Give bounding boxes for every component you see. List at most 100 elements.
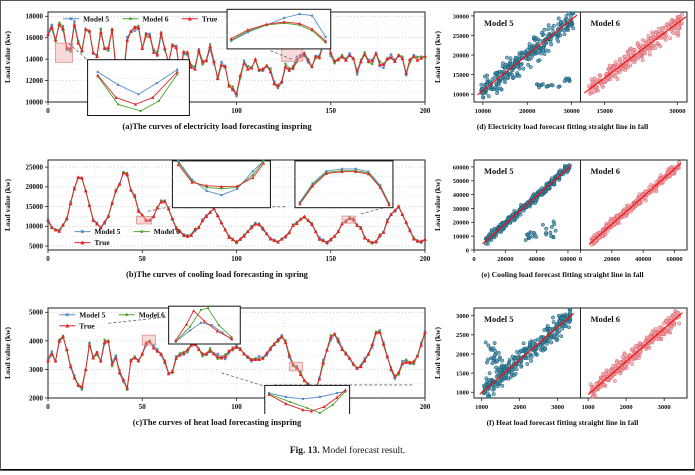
chart-e: 0 10000 20000 30000 40000 50000 60000 Load valu… <box>432 154 693 266</box>
svg-text:15000: 15000 <box>453 72 469 79</box>
svg-text:25000: 25000 <box>453 33 469 40</box>
svg-text:Model 6: Model 6 <box>142 14 168 23</box>
chart-c-caption: (c)The curves of heat load forecasting i… <box>132 417 302 427</box>
svg-text:Model 6: Model 6 <box>154 227 180 236</box>
svg-text:60000: 60000 <box>666 256 682 263</box>
svg-text:40000: 40000 <box>635 256 651 263</box>
svg-text:1000: 1000 <box>475 404 488 411</box>
bottom-rule <box>0 469 695 471</box>
svg-text:1000: 1000 <box>582 404 595 411</box>
svg-text:18000: 18000 <box>26 13 44 21</box>
svg-text:Model 5: Model 5 <box>79 310 105 319</box>
chart-b: 0 50 100 150 200 5000 10000 15000 20000 25000 Load… <box>2 154 432 266</box>
chart-a: 0501001502001000012000140001600018000Loa… <box>2 6 432 118</box>
svg-text:60000: 60000 <box>453 164 469 171</box>
svg-text:200: 200 <box>420 403 431 411</box>
svg-text:50: 50 <box>139 255 147 263</box>
chart-d: 10000 15000 20000 25000 30000 Load value (kw)… <box>432 6 693 118</box>
svg-text:10000: 10000 <box>26 223 44 231</box>
svg-text:10000: 10000 <box>453 92 469 99</box>
svg-text:Model 5: Model 5 <box>484 166 514 176</box>
svg-text:200: 200 <box>420 107 431 115</box>
svg-text:True: True <box>79 321 95 330</box>
svg-text:3000: 3000 <box>658 404 671 411</box>
svg-text:Model 5: Model 5 <box>484 314 514 324</box>
chart-f: 1000 1500 2000 2500 3000 Load value (kw) 1000 2… <box>432 302 693 414</box>
chart-a-caption: (a)The curves of electricity load foreca… <box>122 121 312 131</box>
chart-a-canvas: 0501001502001000012000140001600018000Loa… <box>2 6 432 118</box>
svg-text:5000: 5000 <box>29 242 44 250</box>
svg-text:30000: 30000 <box>669 108 685 115</box>
chart-d-caption: (d) Electricity load forecast fitting st… <box>476 122 649 131</box>
svg-text:20000: 20000 <box>453 220 469 227</box>
svg-text:Load value (kw): Load value (kw) <box>433 30 442 83</box>
figure-caption: Fig. 13. Model forecast result. <box>0 446 695 456</box>
svg-text:30000: 30000 <box>453 206 469 213</box>
svg-text:Model 5: Model 5 <box>83 14 109 23</box>
svg-text:10000: 10000 <box>453 234 469 241</box>
svg-text:100: 100 <box>231 107 242 115</box>
svg-text:Load value (kw): Load value (kw) <box>3 178 12 231</box>
svg-text:Model 5: Model 5 <box>484 18 514 28</box>
svg-text:20000: 20000 <box>519 108 535 115</box>
svg-text:200: 200 <box>420 255 431 263</box>
svg-text:150: 150 <box>326 255 337 263</box>
svg-text:5000: 5000 <box>29 309 44 317</box>
svg-text:2000: 2000 <box>620 404 633 411</box>
svg-text:Load value (kw): Load value (kw) <box>433 178 442 231</box>
chart-b-caption: (b)The curves of cooling load forecastin… <box>126 269 308 279</box>
svg-text:14000: 14000 <box>26 56 44 64</box>
svg-text:15000: 15000 <box>26 203 44 211</box>
svg-text:3000: 3000 <box>551 404 564 411</box>
svg-text:50000: 50000 <box>453 178 469 185</box>
svg-text:15000: 15000 <box>597 108 613 115</box>
svg-text:30000: 30000 <box>564 108 580 115</box>
svg-text:3000: 3000 <box>456 313 469 320</box>
svg-text:10000: 10000 <box>26 98 44 106</box>
svg-text:40000: 40000 <box>529 256 545 263</box>
svg-text:0: 0 <box>466 247 469 254</box>
svg-text:30000: 30000 <box>453 13 469 20</box>
figure-caption-text: Model forecast result. <box>322 446 406 456</box>
svg-text:0: 0 <box>46 107 50 115</box>
svg-text:Model 6: Model 6 <box>591 314 621 324</box>
svg-text:True: True <box>94 238 110 247</box>
svg-text:0: 0 <box>46 255 50 263</box>
svg-text:Load value (kw): Load value (kw) <box>433 326 442 379</box>
figure-caption-label: Fig. 13. <box>289 446 320 456</box>
chart-e-canvas: 0 10000 20000 30000 40000 50000 60000 Load valu… <box>432 154 693 266</box>
svg-text:1000: 1000 <box>456 390 469 397</box>
svg-text:0: 0 <box>472 256 475 263</box>
chart-f-canvas: 1000 1500 2000 2500 3000 Load value (kw) 1000 2… <box>432 302 693 414</box>
svg-text:0: 0 <box>46 403 50 411</box>
svg-text:60000: 60000 <box>560 256 576 263</box>
svg-text:12000: 12000 <box>26 77 44 85</box>
svg-text:2000: 2000 <box>456 351 469 358</box>
svg-text:10000: 10000 <box>475 108 491 115</box>
svg-text:True: True <box>202 14 218 23</box>
svg-text:16000: 16000 <box>26 34 44 42</box>
svg-text:20000: 20000 <box>26 183 44 191</box>
svg-text:150: 150 <box>326 107 337 115</box>
chart-f-caption: (f) Heat load forecast fitting straight … <box>486 418 639 427</box>
svg-text:Model 6: Model 6 <box>591 166 621 176</box>
chart-b-canvas: 0 50 100 150 200 5000 10000 15000 20000 25000 Load… <box>2 154 432 266</box>
svg-text:Model 6: Model 6 <box>139 310 165 319</box>
chart-d-canvas: 10000 15000 20000 25000 30000 Load value (kw)… <box>432 6 693 118</box>
chart-e-caption: (e) Cooling load forecast fitting straig… <box>481 270 644 279</box>
svg-text:2500: 2500 <box>456 332 469 339</box>
svg-text:0: 0 <box>579 256 582 263</box>
svg-text:20000: 20000 <box>453 52 469 59</box>
svg-text:2000: 2000 <box>29 394 44 402</box>
svg-text:1500: 1500 <box>456 371 469 378</box>
chart-c: 0501001502002000300040005000Load value (… <box>2 302 432 414</box>
svg-text:100: 100 <box>231 255 242 263</box>
svg-text:Model 6: Model 6 <box>591 18 621 28</box>
svg-text:20000: 20000 <box>497 256 513 263</box>
svg-text:4000: 4000 <box>29 337 44 345</box>
svg-text:100: 100 <box>231 403 242 411</box>
svg-text:3000: 3000 <box>29 366 44 374</box>
chart-c-canvas: 0501001502002000300040005000Load value (… <box>2 302 432 414</box>
svg-text:Load value (kw): Load value (kw) <box>3 326 12 379</box>
